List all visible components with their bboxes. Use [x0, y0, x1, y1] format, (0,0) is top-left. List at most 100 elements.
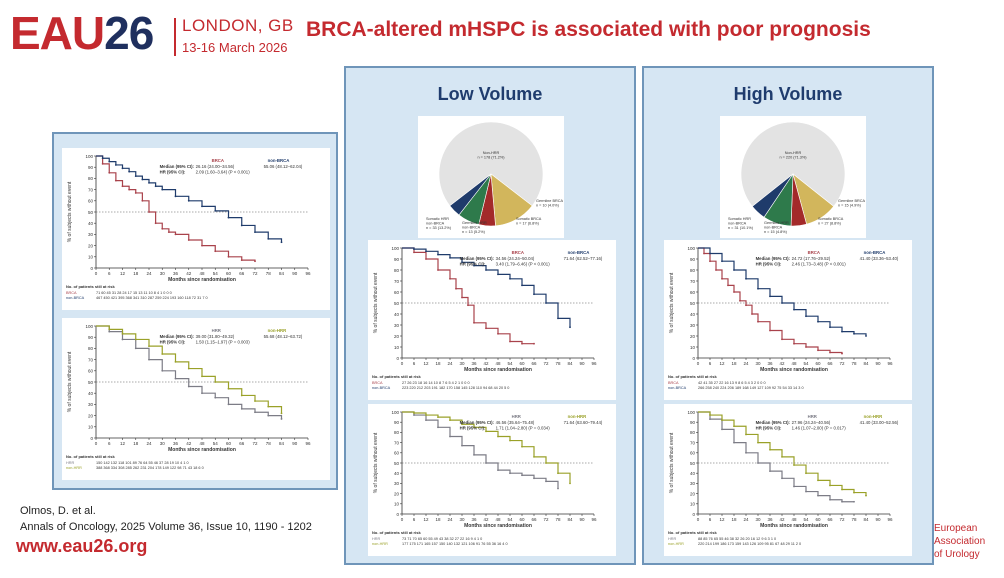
- stats-label: Median (95% CI):: [756, 256, 791, 261]
- x-tick-label: 84: [863, 517, 869, 522]
- censor-mark: [853, 491, 855, 494]
- x-tick-label: 36: [471, 517, 477, 522]
- censor-mark: [240, 224, 243, 227]
- x-tick-label: 90: [292, 441, 298, 446]
- y-tick-label: 30: [394, 481, 400, 486]
- y-tick-label: 0: [396, 512, 399, 517]
- x-tick-label: 96: [591, 361, 597, 366]
- censor-mark: [769, 448, 771, 451]
- x-tick-label: 78: [851, 517, 857, 522]
- x-tick-label: 30: [160, 271, 166, 276]
- censor-mark: [473, 321, 475, 324]
- y-tick-label: 50: [88, 210, 94, 215]
- km-chart-svg: 0 10 20 30 40 50 60 70 80 90 100 0 6 12 18 24 30 36 42 48 54…: [668, 246, 899, 390]
- censor-mark: [108, 160, 111, 163]
- censor-mark: [721, 277, 723, 280]
- censor-mark: [134, 338, 137, 341]
- y-tick-label: 80: [690, 430, 696, 435]
- censor-mark: [769, 470, 771, 473]
- censor-mark: [227, 255, 230, 258]
- risk-table-title: No. of patients still at risk: [66, 454, 115, 459]
- website-link[interactable]: www.eau26.org: [16, 536, 148, 556]
- x-tick-label: 18: [435, 361, 441, 366]
- censor-mark: [865, 335, 867, 337]
- x-tick-label: 72: [543, 517, 549, 522]
- x-tick-label: 90: [875, 361, 881, 366]
- censor-mark: [148, 345, 150, 348]
- y-tick-label: 30: [88, 402, 94, 407]
- x-tick-label: 0: [401, 517, 404, 522]
- pie-label: n = 17 (6.8%): [516, 222, 540, 226]
- censor-mark: [497, 332, 499, 335]
- stats-value-a: 1.71 (1.04–2.80) (P = 0.034): [496, 426, 551, 431]
- censor-mark: [254, 411, 256, 414]
- x-tick-label: 72: [839, 517, 845, 522]
- x-tick-label: 84: [279, 441, 285, 446]
- censor-mark: [134, 347, 137, 350]
- pie-label: Germline HRR: [764, 221, 789, 225]
- km-chart-svg: 0 10 20 30 40 50 60 70 80 90 100 0 6 12 18 24 30 36 42 48 54…: [372, 410, 603, 546]
- censor-mark: [829, 498, 831, 501]
- y-tick-label: 30: [88, 232, 94, 237]
- x-tick-label: 6: [108, 271, 111, 276]
- y-tick-label: 30: [690, 481, 696, 486]
- stats-label: Median (95% CI):: [756, 420, 791, 425]
- censor-mark: [557, 317, 559, 320]
- risk-row-values: 177 175 171 165 157 150 140 132 121 106 …: [402, 542, 508, 546]
- stats-value-a: 34.56 (24.24–50.04): [496, 256, 535, 261]
- censor-mark: [557, 472, 559, 475]
- censor-mark: [853, 332, 855, 335]
- x-tick-label: 54: [507, 361, 513, 366]
- y-tick-label: 20: [394, 334, 400, 339]
- stats-header-b: non-HRR: [268, 328, 288, 333]
- censor-mark: [733, 441, 735, 444]
- censor-mark: [745, 451, 747, 454]
- censor-mark: [148, 181, 150, 184]
- stats-header-a: HRR: [212, 328, 222, 333]
- risk-row-name: non-HRR: [66, 466, 82, 470]
- censor-mark: [240, 259, 243, 262]
- y-tick-label: 0: [90, 266, 93, 271]
- congress-dates: 13-16 March 2026: [182, 40, 288, 55]
- km-chart-svg: 0 10 20 30 40 50 60 70 80 90 100 0 6 12 18 24 30 36 42 48 54…: [668, 410, 899, 546]
- pie-label: n = 15 (4.8%): [764, 230, 788, 234]
- stats-header-a: BRCA: [212, 158, 224, 163]
- y-tick-label: 20: [394, 491, 400, 496]
- censor-mark: [817, 494, 819, 497]
- pie-label: non-BRCA: [764, 226, 783, 230]
- stats-value-a: 2.46 (1.73–3.48) (P < 0.001): [792, 262, 847, 267]
- censor-mark: [267, 237, 270, 240]
- censor-mark: [509, 340, 511, 343]
- pie-label: non-BRCA: [462, 226, 481, 230]
- x-tick-label: 96: [305, 271, 311, 276]
- censor-mark: [545, 302, 547, 304]
- y-tick-label: 10: [394, 502, 400, 507]
- censor-mark: [781, 455, 783, 458]
- x-tick-label: 48: [791, 517, 797, 522]
- x-tick-label: 60: [815, 361, 821, 366]
- censor-mark: [757, 287, 759, 290]
- km-plot-low-hrr: 0 10 20 30 40 50 60 70 80 90 100 0 6 12 18 24 30 36 42 48 54…: [368, 404, 616, 556]
- censor-mark: [227, 216, 230, 219]
- low-volume-pie: Non-HRR n = 178 (71.2%) Somatic HRR non-BRC…: [418, 116, 564, 238]
- km-curve-hrr: [402, 411, 559, 489]
- censor-mark: [473, 264, 475, 267]
- y-tick-label: 0: [692, 356, 695, 361]
- stats-header-a: HRR: [808, 414, 818, 419]
- overall-panel: 0 10 20 30 40 50 60 70 80 90 100 0 6 12 18 24 30 36 42 48 54…: [52, 132, 338, 490]
- censor-mark: [769, 329, 771, 332]
- y-tick-label: 10: [88, 255, 94, 260]
- x-tick-label: 84: [863, 361, 869, 366]
- x-tick-label: 72: [839, 361, 845, 366]
- censor-mark: [108, 171, 111, 174]
- x-tick-label: 96: [887, 517, 893, 522]
- x-axis-label: Months since randomisation: [464, 523, 532, 529]
- censor-mark: [449, 419, 451, 422]
- censor-mark: [413, 251, 415, 254]
- censor-mark: [187, 199, 190, 202]
- km-curve-non-brca: [96, 155, 283, 243]
- y-tick-label: 50: [394, 301, 400, 306]
- pie-label: Non-HRR: [483, 151, 500, 155]
- km-plot-low-brca: 0 10 20 30 40 50 60 70 80 90 100 0 6 12 18 24 30 36 42 48 54…: [368, 240, 616, 400]
- x-tick-label: 6: [108, 441, 111, 446]
